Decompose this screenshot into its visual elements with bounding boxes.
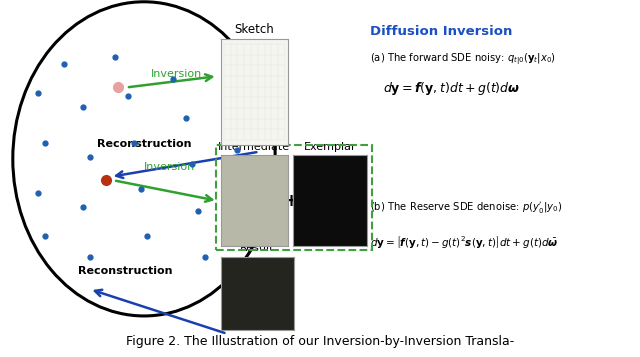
Text: Reconstruction: Reconstruction	[77, 266, 172, 276]
Text: Diffusion Inversion: Diffusion Inversion	[370, 25, 512, 38]
Text: Result: Result	[241, 243, 275, 253]
Text: (b) The Reserve SDE denoise: $p(y_0^{\prime}|y_0)$: (b) The Reserve SDE denoise: $p(y_0^{\pr…	[370, 200, 562, 215]
Text: Sketch: Sketch	[234, 23, 275, 36]
Bar	[216, 145, 372, 250]
Text: Intermediate: Intermediate	[218, 142, 291, 152]
Text: +: +	[283, 192, 298, 210]
Text: Figure 2. The Illustration of our Inversion-by-Inversion Transla-: Figure 2. The Illustration of our Invers…	[126, 335, 514, 348]
Text: $d\mathbf{y} = \boldsymbol{f}(\mathbf{y}, t)dt + g(t)d\boldsymbol{\omega}$: $d\mathbf{y} = \boldsymbol{f}(\mathbf{y}…	[383, 80, 520, 97]
Text: Exemplar: Exemplar	[303, 142, 356, 152]
Text: $d\mathbf{y} = \left[\boldsymbol{f}(\mathbf{y}, t) - g(t)^2 \boldsymbol{s}(\math: $d\mathbf{y} = \left[\boldsymbol{f}(\mat…	[370, 234, 558, 250]
Text: Inversion: Inversion	[144, 162, 195, 172]
Text: Reconstruction: Reconstruction	[97, 139, 191, 149]
Text: (a) The forward SDE noisy: $q_{t|0}(\mathbf{y}_t|x_0)$: (a) The forward SDE noisy: $q_{t|0}(\mat…	[370, 52, 556, 67]
Text: Inversion: Inversion	[150, 69, 202, 79]
